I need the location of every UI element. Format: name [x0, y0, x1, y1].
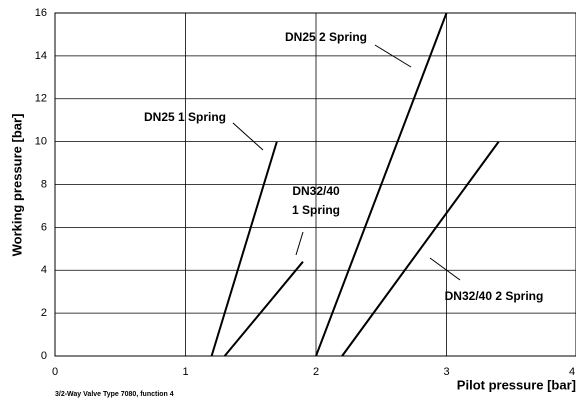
x-axis-label: Pilot pressure [bar]	[457, 377, 576, 392]
series-line	[315, 12, 448, 357]
x-tick-label: 4	[569, 366, 575, 378]
x-tick-label: 1	[182, 366, 188, 378]
y-tick-label: 10	[35, 136, 47, 148]
annotation: DN25 1 Spring	[144, 110, 226, 124]
x-tick-label: 2	[313, 366, 319, 378]
leader-line	[429, 257, 461, 281]
annotation: DN32/40	[292, 184, 340, 198]
y-tick-label: 6	[41, 221, 47, 233]
annotation: DN32/40 2 Spring	[445, 289, 544, 303]
y-axis-label: Working pressure [bar]	[9, 114, 24, 257]
plot-frame	[54, 12, 576, 357]
leader-line	[374, 44, 412, 68]
x-tick-label: 3	[443, 366, 449, 378]
y-tick-label: 0	[41, 350, 47, 362]
y-tick-label: 8	[41, 178, 47, 190]
y-tick-label: 12	[35, 93, 47, 105]
annotation: DN25 2 Spring	[285, 30, 367, 44]
series-line	[210, 141, 278, 357]
series-line	[223, 261, 304, 357]
annotation: 1 Spring	[292, 203, 340, 217]
y-tick-label: 4	[41, 264, 47, 276]
leader-line	[232, 122, 264, 151]
y-tick-label: 2	[41, 307, 47, 319]
leader-line	[295, 231, 304, 256]
y-tick-label: 14	[35, 50, 47, 62]
x-tick-label: 0	[52, 366, 58, 378]
series-line	[341, 141, 500, 357]
y-tick-label: 16	[35, 7, 47, 19]
footnote: 3/2-Way Valve Type 7080, function 4	[55, 391, 174, 398]
